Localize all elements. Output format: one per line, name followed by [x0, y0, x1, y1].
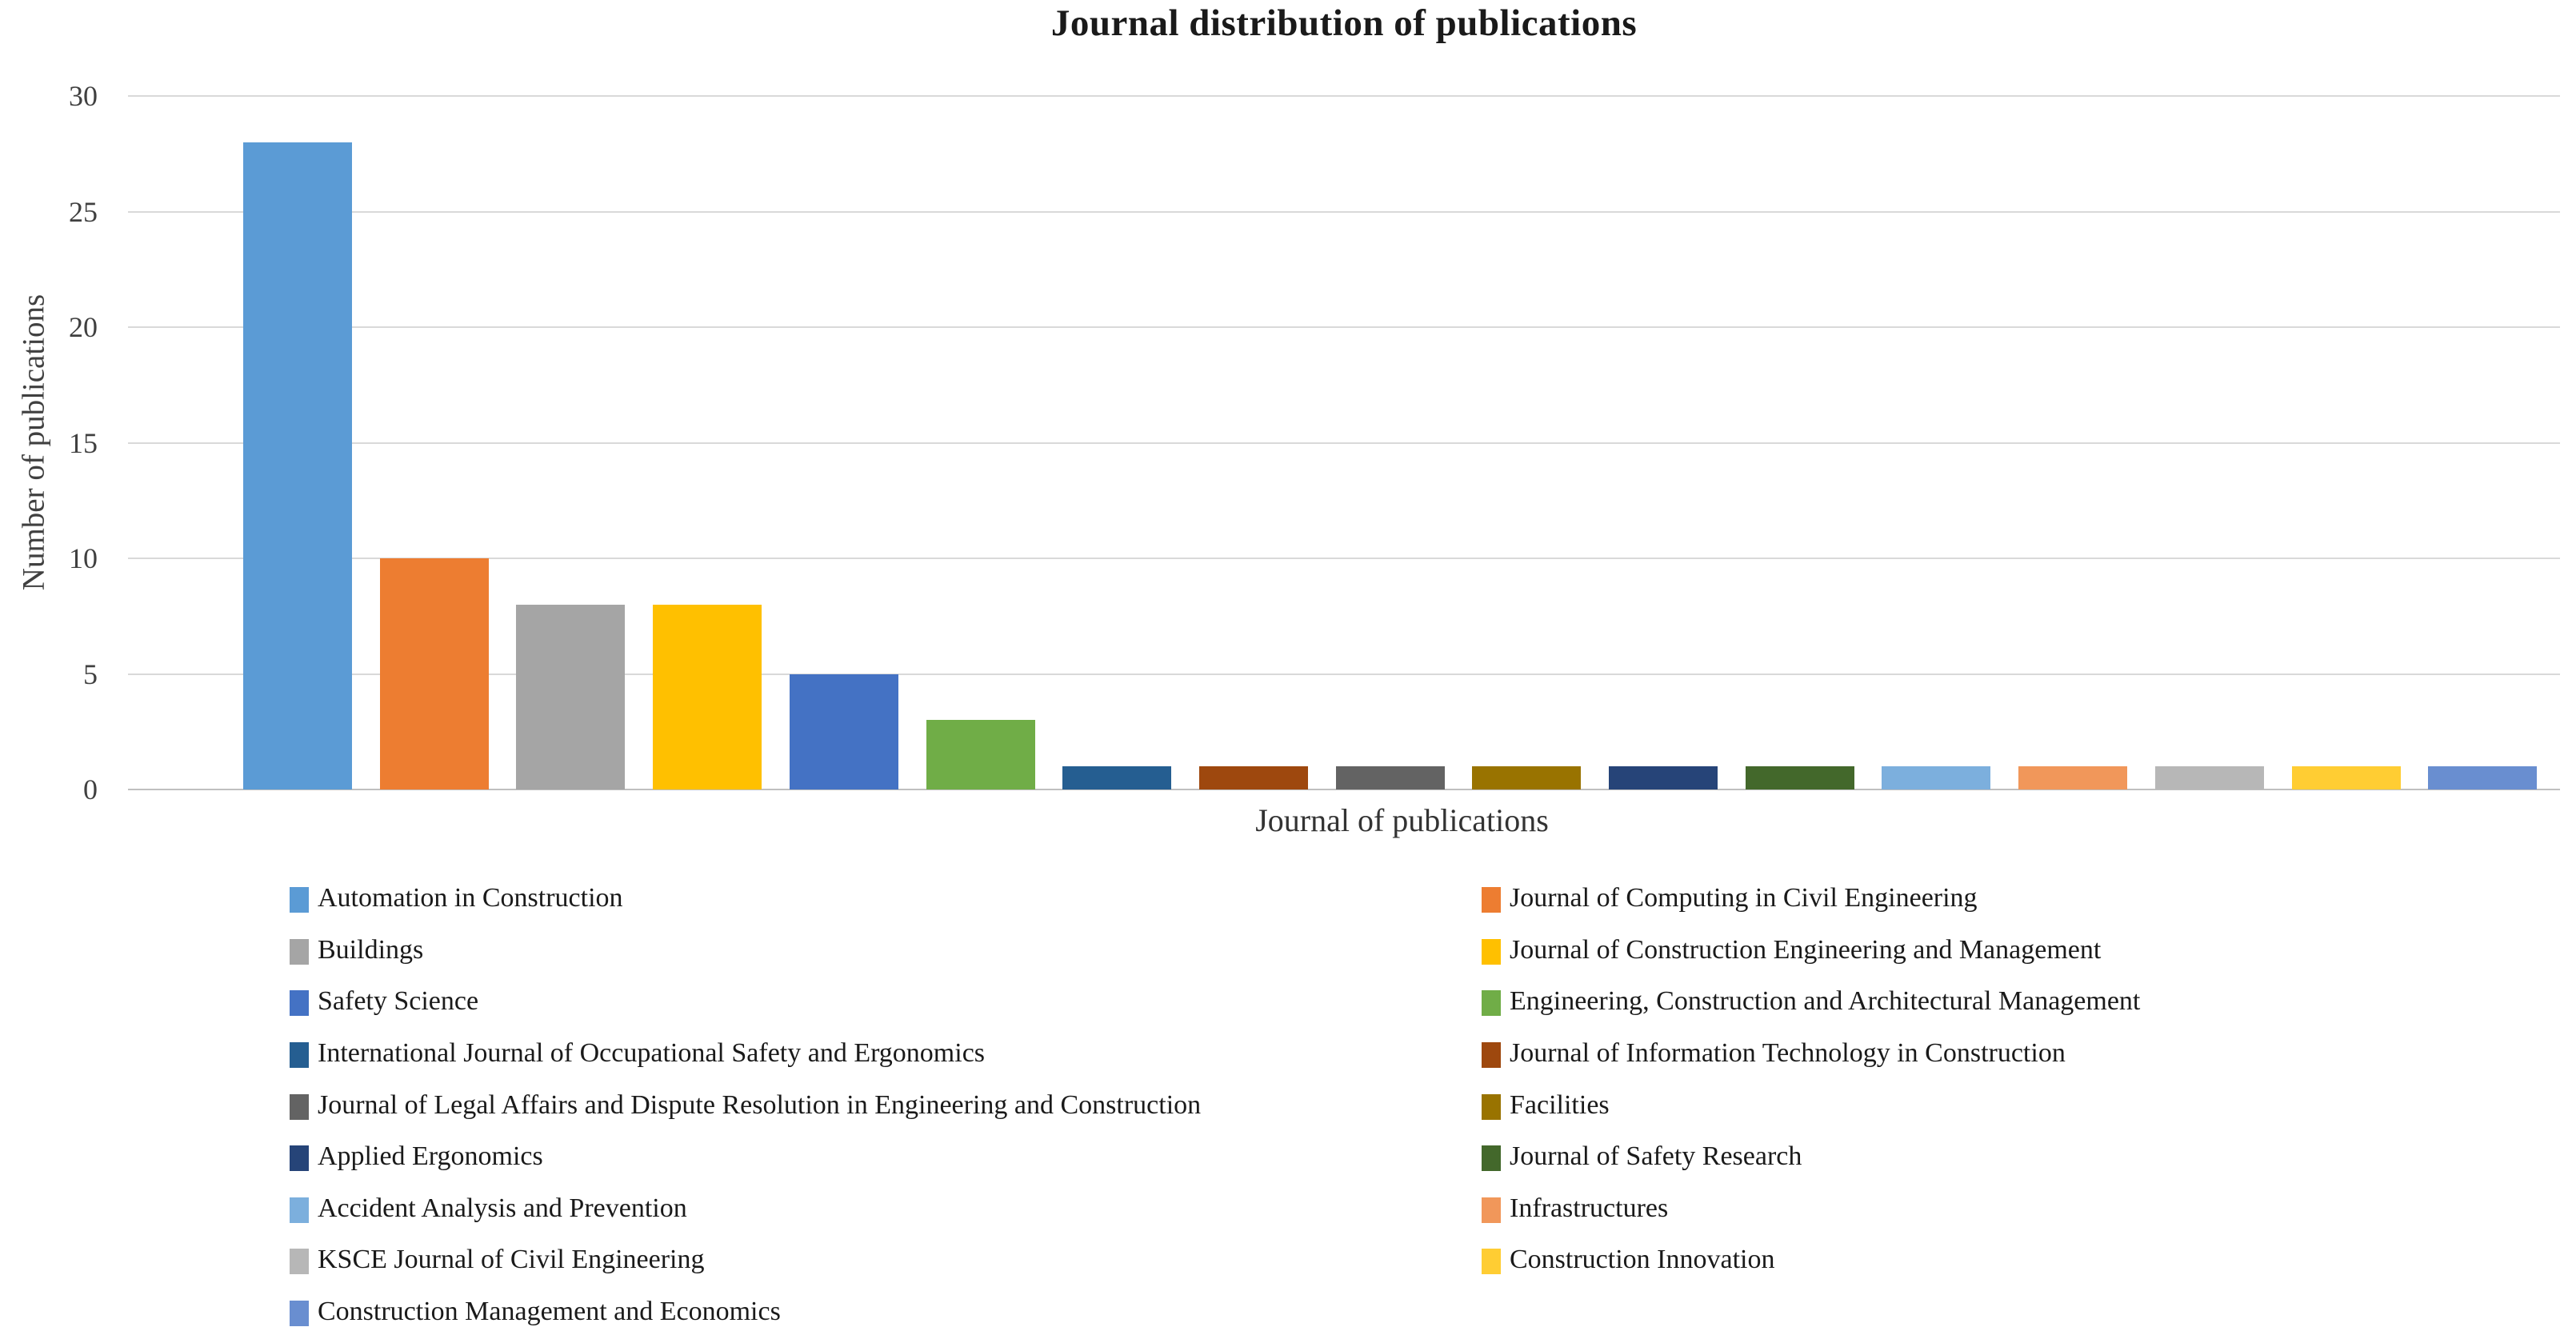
- legend-item: Journal of Computing in Civil Engineerin…: [1482, 874, 2378, 926]
- legend-label: Buildings: [318, 934, 424, 965]
- bar: [2018, 766, 2128, 789]
- legend-item: International Journal of Occupational Sa…: [290, 1029, 1482, 1081]
- y-tick-label: 30: [69, 80, 98, 112]
- legend-item: Construction Management and Economics: [290, 1288, 1482, 1339]
- bar: [2154, 766, 2264, 789]
- legend-label: Applied Ergonomics: [318, 1141, 543, 1172]
- plot-area: [128, 95, 2560, 790]
- legend-swatch-icon: [1482, 887, 1501, 913]
- legend-label: Journal of Construction Engineering and …: [1510, 934, 2102, 965]
- legend-item: Construction Innovation: [1482, 1236, 2378, 1288]
- bar: [516, 604, 626, 789]
- y-tick-label: 5: [83, 658, 98, 690]
- gridline: [128, 442, 2560, 444]
- legend-label: KSCE Journal of Civil Engineering: [318, 1245, 705, 1275]
- legend-item: Infrastructures: [1482, 1185, 2378, 1237]
- legend-label: Automation in Construction: [318, 883, 623, 913]
- legend-swatch-icon: [1482, 1249, 1501, 1275]
- y-tick-label: 10: [69, 542, 98, 574]
- legend-item: Applied Ergonomics: [290, 1133, 1482, 1185]
- legend-label: Engineering, Construction and Architectu…: [1510, 986, 2141, 1017]
- gridline: [128, 95, 2560, 97]
- legend-item: KSCE Journal of Civil Engineering: [290, 1236, 1482, 1288]
- legend-swatch-icon: [290, 990, 309, 1017]
- legend-label: Journal of Computing in Civil Engineerin…: [1510, 883, 1978, 913]
- bar: [1745, 766, 1854, 789]
- legend-label: Safety Science: [318, 986, 479, 1017]
- bar: [2428, 766, 2538, 789]
- legend-item: Facilities: [1482, 1081, 2378, 1133]
- bar: [243, 142, 352, 789]
- y-tick-label: 0: [83, 773, 98, 805]
- legend-item: Buildings: [290, 926, 1482, 978]
- legend-label: Infrastructures: [1510, 1193, 1669, 1223]
- bar: [926, 720, 1035, 789]
- x-axis-title: Journal of publications: [1255, 802, 1549, 838]
- legend-item: Engineering, Construction and Architectu…: [1482, 977, 2378, 1029]
- gridline: [128, 673, 2560, 675]
- legend-swatch-icon: [1482, 1197, 1501, 1223]
- legend-label: Journal of Information Technology in Con…: [1510, 1038, 2066, 1069]
- legend-label: International Journal of Occupational Sa…: [318, 1038, 986, 1069]
- bar: [1062, 766, 1172, 789]
- bar: [1198, 766, 1308, 789]
- bar: [789, 673, 898, 789]
- bar: [1609, 766, 1718, 789]
- bar: [1472, 766, 1582, 789]
- bar: [2291, 766, 2401, 789]
- legend-item: Journal of Legal Affairs and Dispute Res…: [290, 1081, 1482, 1133]
- legend-label: Construction Management and Economics: [318, 1297, 781, 1327]
- legend-item: Accident Analysis and Prevention: [290, 1185, 1482, 1237]
- legend-label: Journal of Legal Affairs and Dispute Res…: [318, 1089, 1202, 1120]
- y-tick-label: 15: [69, 426, 98, 459]
- gridline: [128, 326, 2560, 328]
- legend-swatch-icon: [290, 1249, 309, 1275]
- bar: [1882, 766, 1991, 789]
- legend-item: Journal of Safety Research: [1482, 1133, 2378, 1185]
- legend-item: Safety Science: [290, 977, 1482, 1029]
- legend-item: Journal of Construction Engineering and …: [1482, 926, 2378, 978]
- legend-label: Facilities: [1510, 1089, 1610, 1120]
- legend-label: Accident Analysis and Prevention: [318, 1193, 687, 1223]
- legend-swatch-icon: [1482, 1145, 1501, 1172]
- legend-swatch-icon: [290, 1301, 309, 1327]
- legend: Automation in Construction Journal of Com…: [290, 874, 2378, 1339]
- bar: [653, 604, 762, 789]
- bar: [379, 558, 489, 789]
- legend-swatch-icon: [290, 938, 309, 965]
- chart-title: Journal distribution of publications: [1050, 2, 1638, 44]
- legend-item: Automation in Construction: [290, 874, 1482, 926]
- gridline: [128, 558, 2560, 559]
- legend-label: Journal of Safety Research: [1510, 1141, 1802, 1172]
- y-tick-label: 25: [69, 195, 98, 228]
- legend-swatch-icon: [1482, 1042, 1501, 1069]
- y-tick-label: 20: [69, 311, 98, 343]
- legend-swatch-icon: [290, 887, 309, 913]
- legend-swatch-icon: [1482, 1093, 1501, 1120]
- legend-label: Construction Innovation: [1510, 1245, 1775, 1275]
- legend-swatch-icon: [290, 1197, 309, 1223]
- x-axis-baseline: [128, 789, 2560, 790]
- bar: [1335, 766, 1445, 789]
- legend-swatch-icon: [1482, 990, 1501, 1017]
- legend-swatch-icon: [290, 1145, 309, 1172]
- legend-swatch-icon: [1482, 938, 1501, 965]
- legend-item: Journal of Information Technology in Con…: [1482, 1029, 2378, 1081]
- legend-swatch-icon: [290, 1093, 309, 1120]
- legend-swatch-icon: [290, 1042, 309, 1069]
- gridline: [128, 210, 2560, 213]
